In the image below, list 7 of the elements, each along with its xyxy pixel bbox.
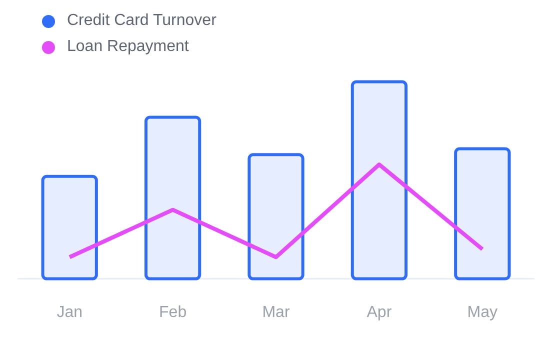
legend-label: Loan Repayment <box>67 38 189 56</box>
x-tick-label: May <box>467 304 498 321</box>
x-tick-label: Jan <box>56 304 82 321</box>
legend-label: Credit Card Turnover <box>67 12 216 30</box>
x-tick-label: Apr <box>366 304 392 321</box>
x-tick-label: Mar <box>262 304 290 321</box>
x-tick-label: Feb <box>159 304 187 321</box>
